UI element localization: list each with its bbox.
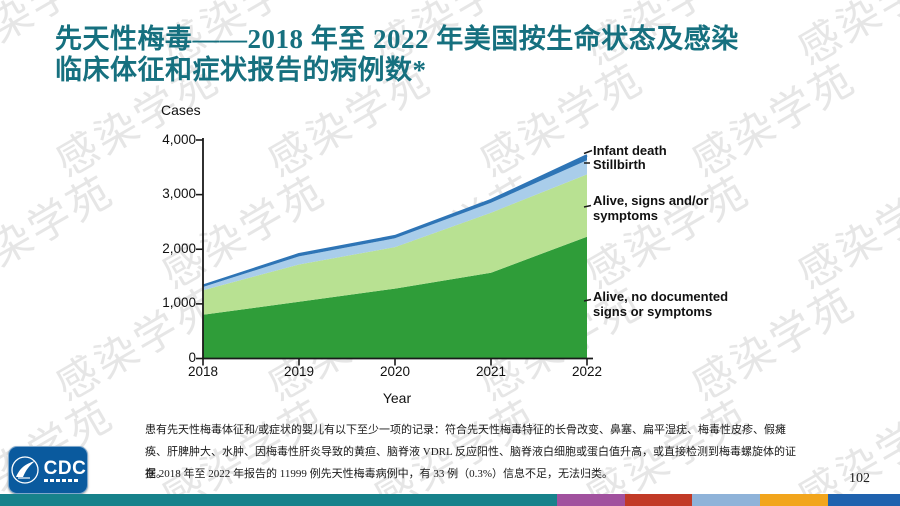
cdc-logo-wordmark: CDC bbox=[43, 457, 87, 482]
legend-label-alive-signs-and-or: Alive, signs and/or symptoms bbox=[593, 193, 709, 223]
footer-bar-segment-2 bbox=[625, 494, 692, 506]
slide-title-line2: 临床体征和症状报告的病例数* bbox=[55, 55, 427, 85]
slide-title-line1: 先天性梅毒——2018 年至 2022 年美国按生命状态及感染 bbox=[55, 24, 739, 54]
x-tick-label-2021: 2021 bbox=[475, 364, 507, 379]
legend-leader-dash bbox=[583, 298, 592, 302]
area-alive-no-documented-signs-or-symptoms bbox=[203, 236, 587, 359]
legend-leader-dash bbox=[583, 204, 592, 208]
slide-title: 先天性梅毒——2018 年至 2022 年美国按生命状态及感染 临床体征和症状报… bbox=[55, 24, 855, 86]
cdc-logo: CDC bbox=[8, 446, 88, 494]
legend-label-infant-death: Infant death bbox=[593, 143, 667, 158]
y-axis-title: Cases bbox=[161, 102, 201, 118]
x-tick-label-2022: 2022 bbox=[571, 364, 603, 379]
footer-bar-segment-3 bbox=[692, 494, 760, 506]
footnote-definition: 患有先天性梅毒体征和/或症状的婴儿有以下至少一项的记录：符合先天性梅毒特征的长骨… bbox=[145, 424, 797, 480]
footer-bar-segment-5 bbox=[828, 494, 900, 506]
footer-color-bar bbox=[0, 494, 900, 506]
area-alive-signs-and-or-symptoms bbox=[203, 174, 587, 315]
area-stillbirth bbox=[203, 160, 587, 291]
legend-label-alive-no-documented: Alive, no documented signs or symptoms bbox=[593, 289, 729, 319]
x-tick-label-2020: 2020 bbox=[379, 364, 411, 379]
footer-bar-segment-1 bbox=[557, 494, 625, 506]
page-number: 102 bbox=[849, 471, 870, 486]
y-tick-label: 4,000 bbox=[162, 131, 196, 147]
legend-label-stillbirth: Stillbirth bbox=[593, 157, 646, 172]
footer-bar-segment-4 bbox=[760, 494, 828, 506]
x-tick-label-2018: 2018 bbox=[187, 364, 219, 379]
x-axis-title: Year bbox=[382, 390, 412, 406]
y-tick-label: 1,000 bbox=[162, 295, 196, 311]
x-tick-label-2019: 2019 bbox=[283, 364, 315, 379]
hhs-eagle-icon bbox=[11, 456, 39, 484]
y-tick-label: 3,000 bbox=[162, 186, 196, 202]
legend-leader-dash bbox=[583, 149, 593, 155]
cdc-logo-stripes bbox=[43, 478, 78, 482]
y-tick-label: 2,000 bbox=[162, 240, 196, 256]
footer-bar-segment-0 bbox=[0, 494, 557, 506]
y-tick-label: 0 bbox=[188, 350, 196, 365]
cdc-logo-text: CDC bbox=[43, 457, 87, 479]
footnote-total-cases: 在 2018 年至 2022 年报告的 11999 例先天性梅毒病例中，有 33… bbox=[145, 468, 614, 480]
total-cases-line bbox=[202, 154, 588, 287]
